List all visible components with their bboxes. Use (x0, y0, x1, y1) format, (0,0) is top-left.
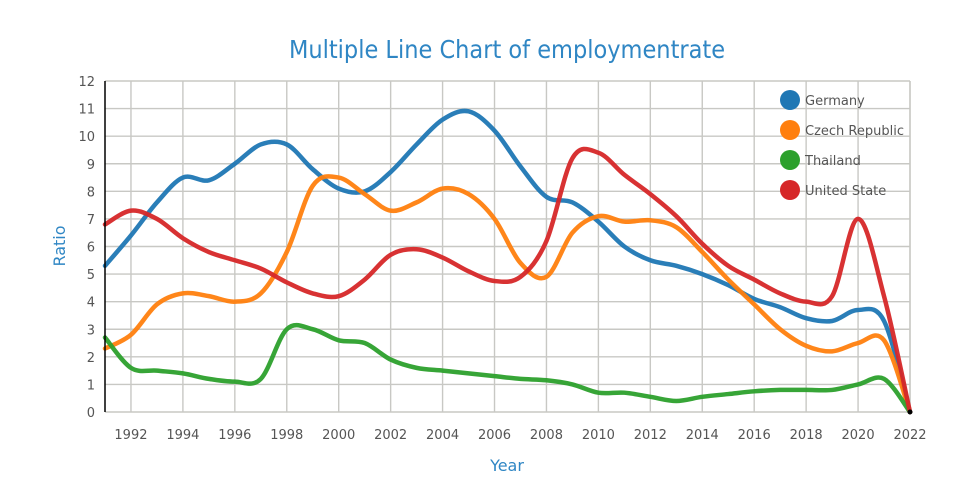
x-tick-label: 1998 (270, 428, 303, 443)
series-line-united-state (102, 146, 913, 415)
end-point-marker (907, 409, 913, 415)
legend-label: Germany (805, 94, 865, 109)
x-tick-label: 2022 (893, 428, 926, 443)
x-tick-label: 2018 (790, 428, 823, 443)
x-tick-label: 2012 (634, 428, 667, 443)
x-tick-label: 2010 (582, 428, 615, 443)
series-line-czech-republic (102, 174, 913, 415)
legend-item-united-state[interactable]: United State (780, 180, 886, 200)
x-tick-label: 1992 (114, 428, 147, 443)
y-tick-label: 2 (87, 351, 95, 366)
y-tick-label: 5 (87, 268, 95, 283)
x-axis-label: Year (489, 456, 524, 475)
y-tick-label: 11 (78, 103, 95, 118)
y-axis-label: Ratio (50, 225, 69, 266)
x-tick-label: 2006 (478, 428, 511, 443)
legend-item-czech-republic[interactable]: Czech Republic (780, 120, 904, 140)
x-tick-label: 2008 (530, 428, 563, 443)
x-tick-label: 2016 (738, 428, 771, 443)
y-tick-label: 4 (87, 296, 95, 311)
y-tick-label: 8 (87, 185, 95, 200)
y-tick-label: 3 (87, 323, 95, 338)
x-tick-label: 1994 (166, 428, 199, 443)
legend-swatch (780, 180, 800, 200)
y-tick-label: 6 (87, 241, 95, 256)
y-tick-label: 0 (87, 406, 95, 421)
x-tick-label: 2002 (374, 428, 407, 443)
chart-title: Multiple Line Chart of employmentrate (289, 35, 725, 64)
series-line-thailand (102, 322, 913, 415)
y-tick-label: 10 (78, 130, 95, 145)
y-tick-label: 1 (87, 378, 95, 393)
x-tick-label: 2000 (322, 428, 355, 443)
y-tick-label: 7 (87, 213, 95, 228)
legend-swatch (780, 90, 800, 110)
y-tick-label: 9 (87, 158, 95, 173)
legend-swatch (780, 150, 800, 170)
legend-item-thailand[interactable]: Thailand (780, 150, 861, 170)
legend-swatch (780, 120, 800, 140)
x-tick-label: 1996 (218, 428, 251, 443)
x-axis-ticks: 1992 1994 1996 1998 2000 2002 2004 2006 2008 2010… (114, 428, 926, 443)
legend-item-germany[interactable]: Germany (780, 90, 865, 110)
legend-label: Czech Republic (805, 124, 904, 139)
series-lines (102, 108, 913, 415)
legend-label: Thailand (804, 154, 861, 169)
legend: Germany Czech Republic Thailand United Stat… (780, 90, 904, 200)
series-line-germany (102, 108, 913, 415)
x-tick-label: 2020 (842, 428, 875, 443)
legend-label: United State (805, 184, 886, 199)
x-tick-label: 2014 (686, 428, 719, 443)
x-tick-label: 2004 (426, 428, 459, 443)
y-tick-label: 12 (78, 75, 95, 90)
